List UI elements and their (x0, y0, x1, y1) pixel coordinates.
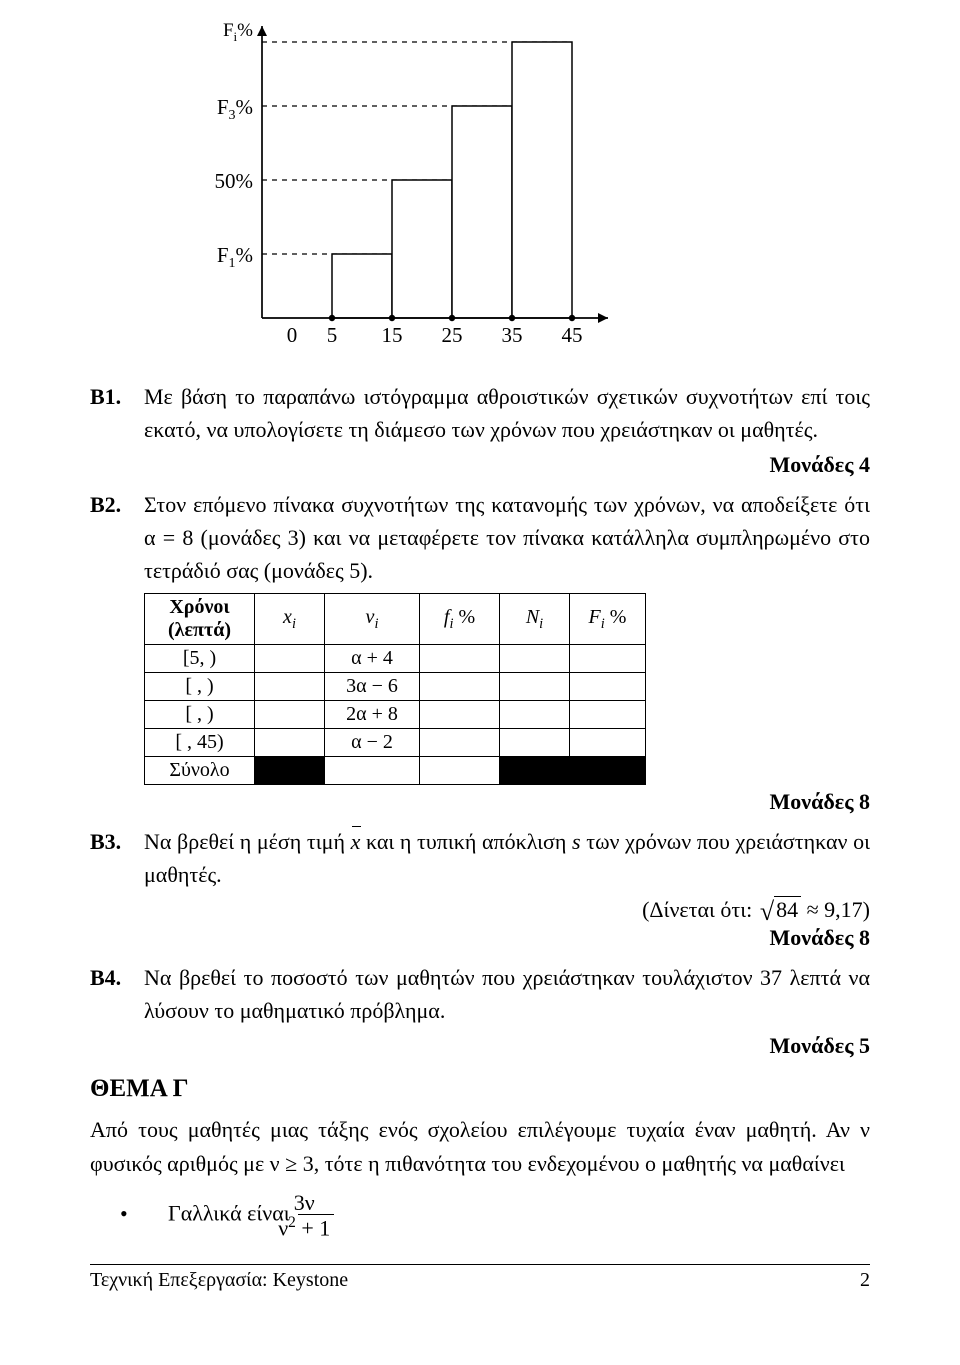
q-b1-text: Με βάση το παραπάνω ιστόγραμμα αθροιστικ… (144, 380, 870, 446)
sqrt-icon: 84 (758, 897, 801, 923)
q-b2-points: Μονάδες 8 (90, 789, 870, 815)
q-b2-label: Β2. (90, 488, 144, 521)
q-b3-points: Μονάδες 8 (90, 925, 870, 951)
q-b3-hint: (Δίνεται ότι: 84 ≈ 9,17) (90, 897, 870, 923)
table-row: [ , ) 3α − 6 (145, 673, 646, 701)
xtick-35: 35 (502, 323, 523, 347)
q-b3-text: Να βρεθεί η μέση τιμή x και η τυπική από… (144, 825, 870, 891)
thema-c-intro: Από τους μαθητές μιας τάξης ενός σχολείο… (90, 1113, 870, 1181)
footer-right: 2 (860, 1269, 870, 1292)
table-row: [ , ) 2α + 8 (145, 701, 646, 729)
table-row: [ , 45) α − 2 (145, 729, 646, 757)
xtick-15: 15 (382, 323, 403, 347)
frequency-table: Χρόνοι (λεπτά) xi νi fi % Ni Fi % [5, ) … (144, 593, 646, 785)
xbar-symbol: x (351, 825, 361, 858)
xtick-25: 25 (442, 323, 463, 347)
yaxis-label: Fi% (223, 20, 253, 44)
q-b4-text: Να βρεθεί το ποσοστό των μαθητών που χρε… (144, 961, 870, 1027)
footer-divider (90, 1264, 870, 1265)
tbl-h-Fi: Fi % (570, 594, 646, 645)
tbl-h-xi: xi (255, 594, 325, 645)
tbl-h-fi: fi % (420, 594, 500, 645)
q-b1-points: Μονάδες 4 (90, 452, 870, 478)
histogram-svg: 0 5 15 25 35 45 F1% 50% F3% Fi% (198, 18, 638, 368)
fraction: 3ν ν2 + 1 (298, 1191, 334, 1240)
bullet-french: •Γαλλικά είναι 3ν ν2 + 1 (144, 1191, 870, 1240)
q-b3-label: Β3. (90, 825, 144, 858)
yguide-50: 50% (215, 169, 254, 193)
q-b1-label: Β1. (90, 380, 144, 413)
yguide-f3: F3% (217, 95, 253, 123)
table-row-sum: Σύνολο (145, 757, 646, 785)
q-b4-points: Μονάδες 5 (90, 1033, 870, 1059)
footer-left: Τεχνική Επεξεργασία: Keystone (90, 1269, 348, 1292)
xtick-45: 45 (562, 323, 583, 347)
tbl-h-interval: Χρόνοι (λεπτά) (145, 594, 255, 645)
tbl-h-Ni: Ni (500, 594, 570, 645)
tbl-h-nui: νi (325, 594, 420, 645)
yguide-f1: F1% (217, 243, 253, 271)
cumulative-histogram: 0 5 15 25 35 45 F1% 50% F3% Fi% (198, 18, 638, 368)
q-b2-text: Στον επόμενο πίνακα συχνοτήτων της καταν… (144, 488, 870, 587)
xtick-0: 0 (287, 323, 298, 347)
section-heading-gamma: ΘΕΜΑ Γ (90, 1075, 870, 1103)
table-row: [5, ) α + 4 (145, 645, 646, 673)
xtick-5: 5 (327, 323, 338, 347)
q-b4-label: Β4. (90, 961, 144, 994)
